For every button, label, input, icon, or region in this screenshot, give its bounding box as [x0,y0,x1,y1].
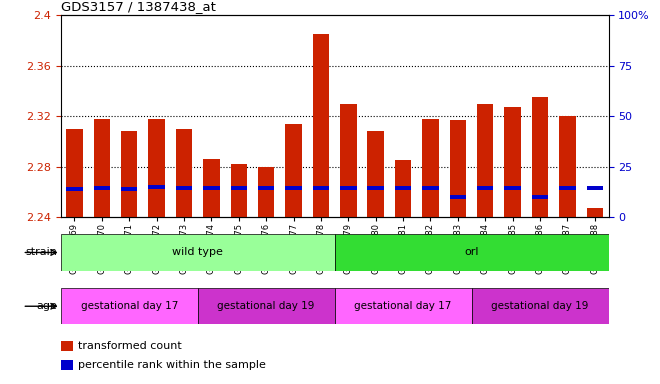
Bar [422,186,439,190]
Bar [587,186,603,190]
Bar [395,160,411,217]
Bar [121,131,137,217]
Bar [230,164,247,217]
Bar [532,195,548,199]
Text: transformed count: transformed count [79,341,182,351]
Bar [203,159,220,217]
Text: gestational day 19: gestational day 19 [491,301,589,311]
Text: wild type: wild type [172,247,223,258]
Bar [198,288,335,324]
Text: gestational day 19: gestational day 19 [217,301,315,311]
Text: GDS3157 / 1387438_at: GDS3157 / 1387438_at [61,0,216,13]
Bar [94,119,110,217]
Bar [335,234,609,271]
Bar [477,104,494,217]
Bar [335,288,471,324]
Bar [121,187,137,191]
Bar [66,187,82,191]
Bar [230,186,247,190]
Bar [449,120,466,217]
Bar [285,124,302,217]
Bar [532,97,548,217]
Text: orl: orl [465,247,478,258]
Bar [61,234,335,271]
Bar [477,186,494,190]
Bar [587,208,603,217]
Bar [148,119,165,217]
Bar [176,186,192,190]
Bar [368,186,384,190]
Bar [449,195,466,199]
Bar [61,341,73,351]
Text: age: age [36,301,57,311]
Bar [559,186,576,190]
Text: percentile rank within the sample: percentile rank within the sample [79,360,266,370]
Text: strain: strain [26,247,57,258]
Bar [61,288,198,324]
Bar [340,186,356,190]
Bar [471,288,609,324]
Bar [176,129,192,217]
Bar [258,186,275,190]
Bar [395,186,411,190]
Bar [66,129,82,217]
Bar [313,186,329,190]
Bar [285,186,302,190]
Bar [422,119,439,217]
Bar [203,186,220,190]
Bar [61,360,73,370]
Bar [148,185,165,189]
Bar [504,186,521,190]
Bar [368,131,384,217]
Text: gestational day 17: gestational day 17 [81,301,178,311]
Bar [313,34,329,217]
Bar [94,186,110,190]
Bar [504,108,521,217]
Bar [559,116,576,217]
Bar [258,167,275,217]
Bar [340,104,356,217]
Text: gestational day 17: gestational day 17 [354,301,452,311]
